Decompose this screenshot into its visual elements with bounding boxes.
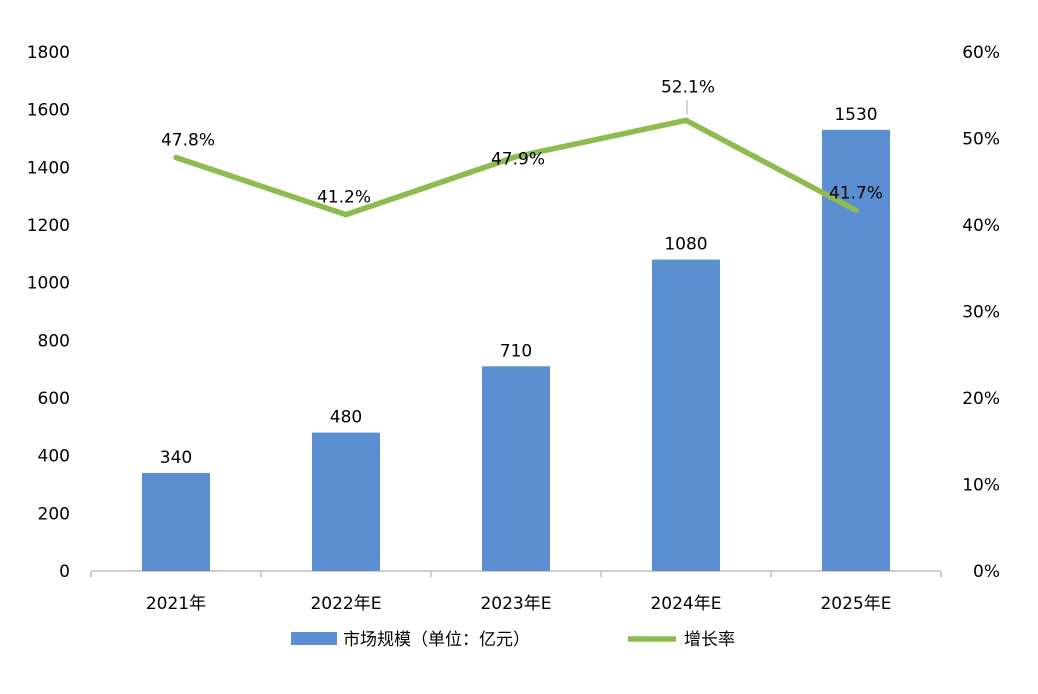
y-right-tick-label: 50% — [962, 130, 1000, 150]
y-right-tick-label: 40% — [962, 216, 1000, 236]
line-value-label: 52.1% — [661, 77, 715, 97]
bar-value-label: 480 — [330, 408, 362, 428]
x-tick-label: 2022年E — [310, 594, 381, 614]
bar — [482, 366, 550, 571]
x-tick-label: 2021年 — [146, 594, 206, 614]
legend-label-line: 增长率 — [684, 630, 735, 650]
legend: 市场规模（单位：亿元） 增长率 — [291, 630, 735, 650]
line-value-label: 47.9% — [491, 150, 545, 170]
legend-swatch-bar — [291, 632, 337, 645]
y-left-tick-label: 1200 — [27, 216, 70, 236]
x-tick-label: 2024年E — [650, 594, 721, 614]
y-left-tick-label: 1600 — [27, 101, 70, 121]
y-right-tick-label: 60% — [962, 43, 1000, 63]
y-left-tick-label: 200 — [38, 504, 70, 524]
y-left-tick-label: 1400 — [27, 158, 70, 178]
bar — [312, 433, 380, 571]
bar-value-label: 340 — [160, 448, 192, 468]
bar — [652, 260, 720, 571]
legend-label-bar: 市场规模（单位：亿元） — [343, 630, 530, 650]
x-tick-label: 2023年E — [480, 594, 551, 614]
y-left-tick-label: 800 — [38, 331, 70, 351]
line-value-label: 41.2% — [317, 188, 371, 208]
y-right-tick-label: 10% — [962, 476, 1000, 496]
y-left-tick-label: 0 — [59, 562, 70, 582]
bar — [142, 473, 210, 571]
y-left-tick-label: 600 — [38, 389, 70, 409]
y-left-tick-label: 1000 — [27, 274, 70, 294]
bar-value-label: 1080 — [664, 235, 707, 255]
y-left-tick-label: 1800 — [27, 43, 70, 63]
x-tick-label: 2025年E — [820, 594, 891, 614]
y-left-tick-label: 400 — [38, 447, 70, 467]
y-right-tick-label: 30% — [962, 303, 1000, 323]
x-axis: 2021年 2022年E 2023年E 2024年E 2025年E — [91, 571, 941, 614]
bar-value-label: 710 — [500, 341, 532, 361]
line-value-label: 41.7% — [829, 183, 883, 203]
y-right-tick-label: 0% — [973, 562, 1000, 582]
y-right-tick-label: 20% — [962, 389, 1000, 409]
y-left-axis: 0 200 400 600 800 1000 1200 1400 1600 1800 — [27, 43, 70, 582]
line-value-label: 47.8% — [161, 131, 215, 151]
bar-value-label: 1530 — [834, 105, 877, 125]
y-right-axis: 0% 10% 20% 30% 40% 50% 60% — [962, 43, 1000, 582]
